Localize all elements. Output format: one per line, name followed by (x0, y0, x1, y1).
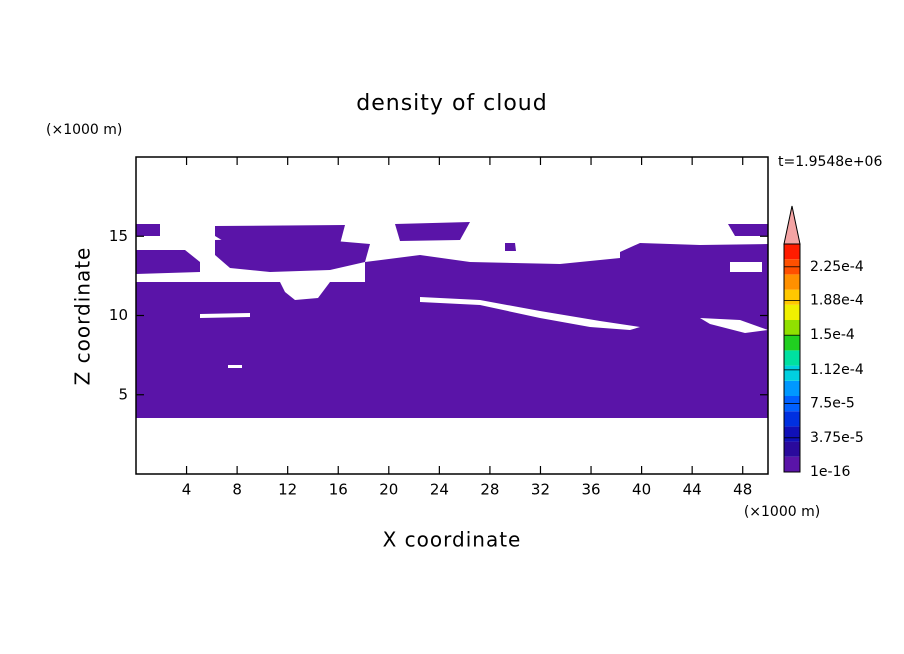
x-tick-label: 8 (232, 481, 242, 499)
y-unit: (×1000 m) (46, 122, 122, 138)
x-tick-label: 44 (683, 481, 702, 499)
cloud-gap (228, 365, 242, 368)
colorbar-band (784, 426, 800, 442)
colorbar-band (784, 320, 800, 336)
cloud-region (395, 222, 470, 241)
cloud-region (136, 250, 200, 274)
y-tick-label: 10 (109, 306, 128, 324)
colorbar-band (784, 244, 800, 260)
colorbar-tick-label: 1.12e-4 (810, 362, 864, 378)
cloud-gap (730, 262, 762, 272)
x-tick-label: 48 (733, 481, 752, 499)
colorbar-tick-label: 1.88e-4 (810, 293, 864, 309)
cloud-region (620, 243, 768, 282)
cloud-region (136, 282, 768, 418)
colorbar-band (784, 380, 800, 396)
chart-title: density of cloud (356, 91, 547, 116)
x-unit: (×1000 m) (744, 504, 820, 520)
colorbar-tick-label: 1e-16 (810, 464, 850, 480)
y-axis-label: Z coordinate (71, 247, 95, 386)
x-tick-label: 28 (480, 481, 499, 499)
y-tick-label: 15 (109, 227, 128, 245)
colorbar-band (784, 335, 800, 351)
cloud-region (728, 224, 768, 236)
y-tick-label: 5 (118, 385, 128, 403)
colorbar-tick-label: 3.75e-5 (810, 430, 864, 446)
cloud-gap (700, 318, 768, 333)
cloud-region (215, 225, 345, 247)
x-tick-label: 40 (632, 481, 651, 499)
colorbar-tick-label: 1.5e-4 (810, 327, 855, 343)
colorbar-tick-label: 2.25e-4 (810, 259, 864, 275)
colorbar-band (784, 289, 800, 305)
cloud-region (505, 243, 516, 251)
x-tick-label: 24 (430, 481, 449, 499)
cloud-gap (200, 313, 250, 318)
time-label: t=1.9548e+06 (778, 154, 882, 170)
colorbar-band (784, 456, 800, 472)
cloud-gap (420, 297, 640, 330)
cloud-region (215, 238, 370, 272)
cloud-region (365, 255, 620, 282)
colorbar-band (784, 304, 800, 320)
colorbar-band (784, 350, 800, 366)
cloud-field (136, 222, 768, 418)
x-tick-label: 20 (379, 481, 398, 499)
x-tick-label: 36 (581, 481, 600, 499)
cloud-region (136, 224, 160, 236)
x-tick-label: 12 (278, 481, 297, 499)
x-axis-label: X coordinate (383, 528, 522, 552)
colorbar-tick-label: 7.5e-5 (810, 396, 855, 412)
cloud-gap (280, 282, 330, 300)
x-tick-label: 16 (329, 481, 348, 499)
colorbar-band (784, 365, 800, 381)
x-tick-label: 32 (531, 481, 550, 499)
x-tick-label: 4 (182, 481, 192, 499)
colorbar-band (784, 441, 800, 457)
colorbar-band (784, 274, 800, 290)
colorbar-band (784, 411, 800, 427)
